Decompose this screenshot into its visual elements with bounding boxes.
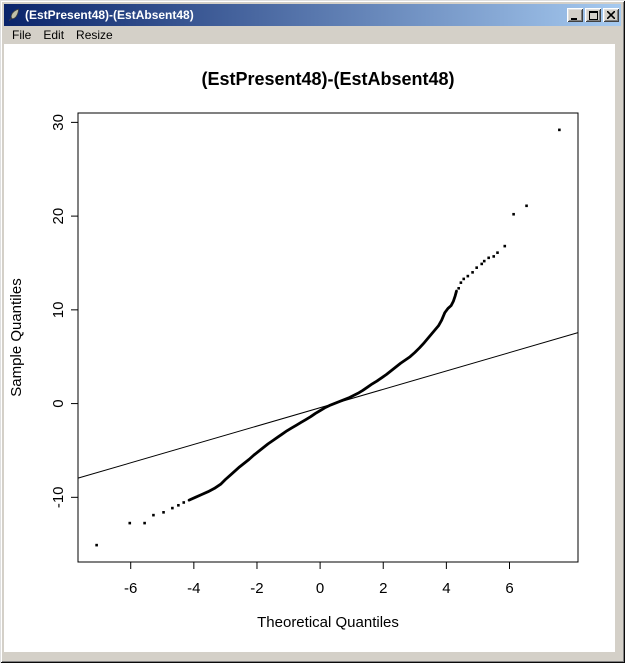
qq-point [171, 506, 174, 510]
qq-point [128, 521, 132, 525]
graphics-device: -6 -4 -2 0 2 4 6 -10 0 10 20 30 (EstPresent48)-(EstA… [4, 44, 615, 652]
window-title: (EstPresent48)-(EstAbsent48) [25, 8, 194, 22]
x-tick-label: -2 [250, 580, 263, 597]
menu-resize[interactable]: Resize [76, 28, 113, 42]
qq-point [482, 259, 486, 263]
menu-edit[interactable]: Edit [43, 28, 65, 42]
app-feather-icon [6, 7, 22, 23]
close-icon [607, 11, 615, 19]
qq-dense-points [187, 289, 458, 502]
qq-point [182, 501, 186, 504]
x-tick-label: 4 [442, 580, 450, 597]
window-controls [567, 8, 619, 22]
x-axis-label: Theoretical Quantiles [257, 614, 399, 631]
titlebar[interactable]: (EstPresent48)-(EstAbsent48) [4, 4, 621, 26]
minimize-button[interactable] [567, 8, 583, 22]
qq-point [457, 286, 460, 290]
x-tick-label: -6 [124, 580, 137, 597]
maximize-icon [588, 10, 598, 20]
qq-point [480, 262, 484, 266]
qq-point [512, 212, 515, 216]
menubar: File Edit Resize [4, 26, 621, 44]
y-tick-label: 20 [50, 208, 67, 225]
qq-point [459, 281, 463, 284]
y-axis-label: Sample Quantiles [8, 278, 25, 396]
plot-title: (EstPresent48)-(EstAbsent48) [201, 69, 454, 89]
qq-plot: -6 -4 -2 0 2 4 6 -10 0 10 20 30 (EstPresent48)-(EstA… [8, 69, 579, 631]
minimize-icon [571, 17, 577, 20]
qq-point [95, 543, 98, 547]
close-button[interactable] [603, 8, 619, 22]
x-tick-label: 6 [505, 580, 513, 597]
x-tick-label: 0 [316, 580, 324, 597]
qq-point [162, 511, 165, 514]
qq-point [496, 251, 499, 254]
y-tick-label: 30 [50, 114, 67, 131]
maximize-button[interactable] [585, 8, 601, 22]
x-tick-label: 2 [379, 580, 387, 597]
qq-point [558, 128, 561, 132]
y-tick-label: -10 [50, 486, 67, 508]
qq-point [475, 266, 478, 269]
qq-point [143, 521, 146, 525]
qq-point [152, 513, 155, 517]
qq-point [503, 244, 507, 248]
qq-point [471, 271, 474, 274]
qq-point [177, 503, 180, 507]
plot-box [77, 112, 579, 563]
y-tick-label: 0 [50, 399, 67, 407]
qq-point [487, 256, 490, 260]
y-tick-label: 10 [50, 302, 67, 319]
client-area: -6 -4 -2 0 2 4 6 -10 0 10 20 30 (EstPresent48)-(EstA… [4, 44, 621, 659]
menu-file[interactable]: File [12, 28, 32, 42]
x-tick-label: -4 [187, 580, 200, 597]
qq-point [492, 255, 496, 258]
qq-point [462, 277, 466, 281]
qq-point [525, 204, 528, 208]
qq-point [466, 274, 470, 278]
